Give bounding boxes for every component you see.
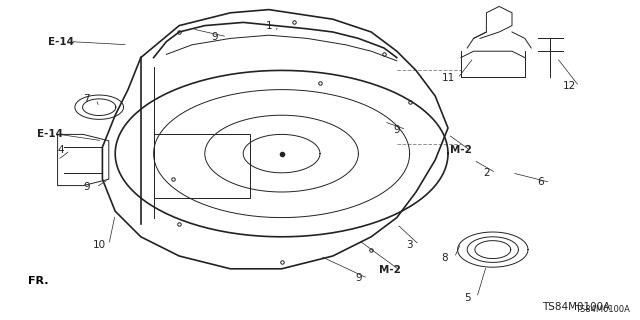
Text: FR.: FR.: [28, 276, 48, 286]
Text: 8: 8: [442, 252, 448, 263]
Text: TS84M0100A: TS84M0100A: [575, 305, 630, 314]
Text: 3: 3: [406, 240, 413, 250]
Text: 2: 2: [483, 168, 490, 178]
Text: M-2: M-2: [450, 145, 472, 156]
Text: 5: 5: [464, 292, 470, 303]
Text: 9: 9: [394, 124, 400, 135]
Text: E-14: E-14: [37, 129, 63, 140]
Text: 9: 9: [211, 32, 218, 42]
Text: 9: 9: [83, 182, 90, 192]
Text: E-14: E-14: [48, 36, 74, 47]
Text: 4: 4: [58, 145, 64, 156]
Text: 6: 6: [538, 177, 544, 188]
Text: TS84M0100A: TS84M0100A: [542, 302, 610, 312]
Text: 10: 10: [93, 240, 106, 250]
Text: M-2: M-2: [380, 265, 401, 276]
Text: 7: 7: [83, 94, 90, 104]
Text: 9: 9: [355, 273, 362, 284]
Text: 11: 11: [442, 73, 454, 84]
Text: 12: 12: [563, 81, 576, 92]
Text: 1: 1: [266, 20, 272, 31]
